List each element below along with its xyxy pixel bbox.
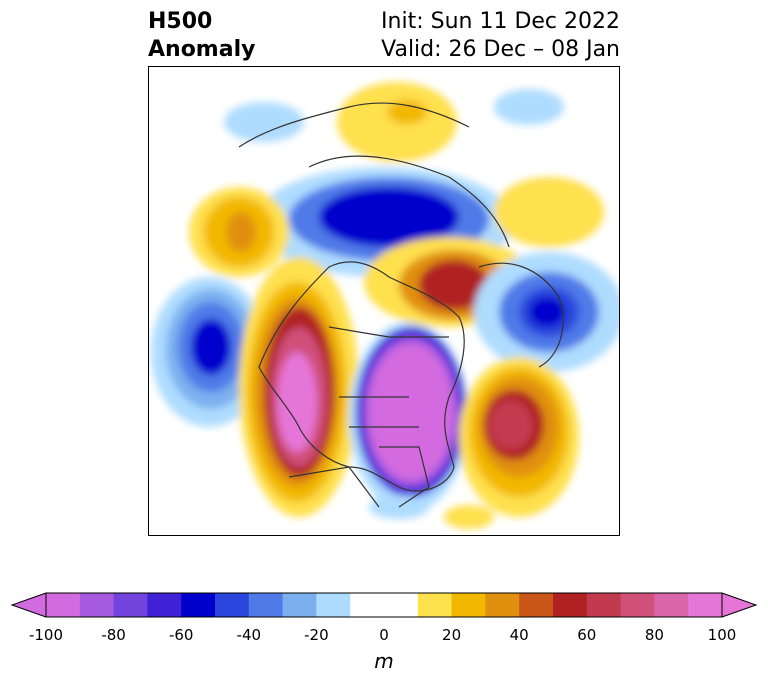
colorbar-bin [147,593,182,617]
colorbar-bin [485,593,520,617]
title-type: Anomaly [148,37,256,62]
anomaly-fills [151,82,619,529]
colorbar-tick-label: -80 [101,626,126,644]
colorbar-tick-label: 20 [442,626,462,644]
colorbar-bin [553,593,588,617]
colorbar-outline [45,592,723,618]
colorbar-bin [215,593,250,617]
anomaly-siberia-60 [319,187,459,247]
colorbar-tick-label: 100 [707,626,737,644]
colorbar-tick-label: 40 [509,626,529,644]
colorbar-bin [620,593,655,617]
colorbar-unit: m [374,649,394,673]
map-svg [151,82,619,529]
colorbar-bin [46,593,81,617]
colorbar-bin [282,593,317,617]
colorbar-bin [350,593,385,617]
colorbar-bin [654,593,689,617]
colorbar-bin [113,593,148,617]
colorbar-ticks: -100 -80 -60 -40 -20 0 20 40 60 80 100 [0,626,768,646]
anomaly-map [148,66,620,536]
colorbar-bin [181,593,216,617]
colorbar-tick-label: 0 [379,626,389,644]
colorbar-extend-min [12,593,46,617]
title-valid: Valid: 26 Dec – 08 Jan [381,37,620,62]
colorbar-tick-label: -20 [304,626,329,644]
colorbar-tick-label: -40 [236,626,262,644]
title-init: Init: Sun 11 Dec 2022 [381,9,620,34]
colorbar-bin [316,593,351,617]
coastlines [238,102,564,508]
colorbar-extend-max [722,593,756,617]
map-title-left: H500 Anomaly [148,8,255,64]
title-variable: H500 [148,9,213,34]
colorbar-bin [451,593,486,617]
colorbar-bin [519,593,554,617]
colorbar-tick-label: -100 [28,626,64,644]
map-title-right: Init: Sun 11 Dec 2022 Valid: 26 Dec – 08… [381,8,620,64]
colorbar-bin [688,593,723,617]
colorbar [10,592,758,618]
colorbar-bin [248,593,284,617]
colorbar-tick-label: 80 [644,626,664,644]
colorbar-bin [79,593,115,617]
colorbar-tick-label: 60 [577,626,597,644]
colorbar-tick-label: -60 [168,626,194,644]
colorbar-bin [417,593,453,617]
colorbar-bin [586,593,622,617]
colorbar-bin [384,593,419,617]
